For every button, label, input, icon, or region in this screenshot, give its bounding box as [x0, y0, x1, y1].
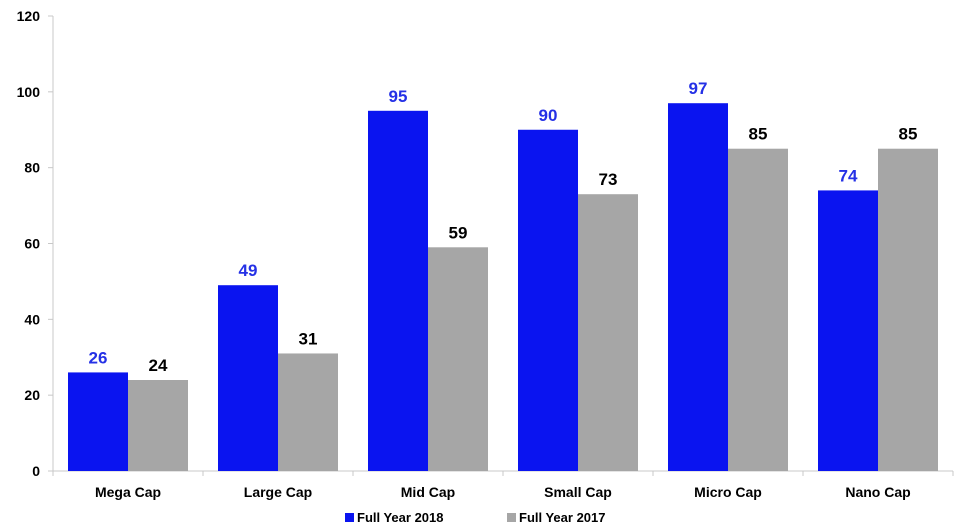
- x-tick-label-large-cap: Large Cap: [244, 484, 312, 500]
- x-tick-label-micro-cap: Micro Cap: [694, 484, 762, 500]
- data-label-full-year-2017-nano-cap: 85: [899, 125, 918, 144]
- legend-label-full-year-2017: Full Year 2017: [519, 510, 606, 525]
- data-label-full-year-2018-mid-cap: 95: [389, 87, 408, 106]
- bar-full-year-2018-nano-cap: [818, 190, 878, 471]
- data-label-full-year-2018-large-cap: 49: [239, 261, 258, 280]
- bar-full-year-2017-mega-cap: [128, 380, 188, 471]
- x-tick-label-small-cap: Small Cap: [544, 484, 612, 500]
- y-tick-label: 20: [24, 387, 40, 403]
- legend-label-full-year-2018: Full Year 2018: [357, 510, 444, 525]
- y-tick-label: 0: [32, 463, 40, 479]
- data-label-full-year-2018-small-cap: 90: [539, 106, 558, 125]
- bar-full-year-2017-large-cap: [278, 353, 338, 471]
- data-label-full-year-2018-mega-cap: 26: [89, 348, 108, 367]
- data-label-full-year-2017-mid-cap: 59: [449, 223, 468, 242]
- data-label-full-year-2017-mega-cap: 24: [149, 356, 168, 375]
- legend-swatch-full-year-2017: [507, 513, 516, 522]
- bar-full-year-2018-small-cap: [518, 129, 578, 471]
- data-label-full-year-2018-nano-cap: 74: [839, 166, 858, 185]
- plot-area: 0 20 40 60 80 100 120 26 24 Mega Cap 49 31 Large Cap…: [17, 8, 954, 500]
- data-label-full-year-2017-micro-cap: 85: [749, 125, 768, 144]
- bar-full-year-2018-mega-cap: [68, 372, 128, 471]
- bar-full-year-2017-micro-cap: [728, 148, 788, 472]
- data-label-full-year-2017-small-cap: 73: [599, 170, 618, 189]
- x-tick-label-mega-cap: Mega Cap: [95, 484, 161, 500]
- bar-full-year-2017-nano-cap: [878, 148, 938, 472]
- y-tick-label: 40: [24, 311, 40, 327]
- bar-full-year-2017-mid-cap: [428, 247, 488, 471]
- data-label-full-year-2017-large-cap: 31: [299, 329, 318, 348]
- bar-full-year-2018-mid-cap: [368, 110, 428, 472]
- y-tick-label: 120: [17, 8, 41, 24]
- bar-full-year-2017-small-cap: [578, 194, 638, 472]
- legend-swatch-full-year-2018: [345, 513, 354, 522]
- x-tick-label-nano-cap: Nano Cap: [845, 484, 910, 500]
- y-tick-label: 100: [17, 84, 41, 100]
- bar-full-year-2018-micro-cap: [668, 103, 728, 471]
- x-tick-label-mid-cap: Mid Cap: [401, 484, 455, 500]
- y-tick-label: 60: [24, 236, 40, 252]
- bar-full-year-2018-large-cap: [218, 285, 278, 471]
- y-tick-label: 80: [24, 160, 40, 176]
- legend: Full Year 2018 Full Year 2017: [345, 510, 606, 525]
- data-label-full-year-2018-micro-cap: 97: [689, 79, 708, 98]
